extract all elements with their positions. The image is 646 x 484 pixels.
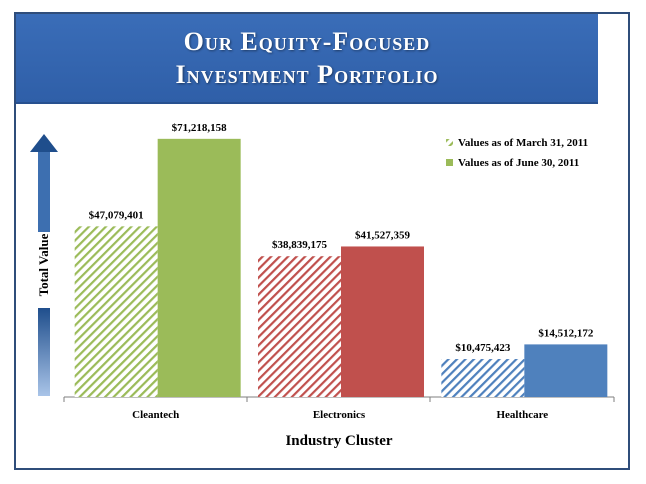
y-axis-label: Total Value — [36, 233, 51, 296]
title-line-1: Our Equity-Focused — [183, 27, 431, 56]
x-tick-label-electronics: Electronics — [313, 409, 366, 421]
data-label-electronics-march: $38,839,175 — [272, 239, 328, 251]
labels-group: $47,079,401 $71,218,158 Cleantech $38,839,1… — [89, 122, 594, 421]
bar-cleantech-june — [157, 138, 241, 398]
legend-swatch-june — [446, 159, 453, 166]
bars-group — [74, 138, 608, 398]
data-label-cleantech-march: $47,079,401 — [89, 209, 144, 221]
bar-electronics-june — [341, 246, 424, 397]
x-tick-label-healthcare: Healthcare — [496, 409, 548, 421]
legend-entry-march: Values as of March 31, 2011 — [458, 137, 588, 149]
y-axis-arrow-upper — [38, 152, 50, 232]
data-label-healthcare-june: $14,512,172 — [538, 327, 594, 339]
data-label-healthcare-march: $10,475,423 — [455, 342, 511, 354]
title-banner: Our Equity-Focused Investment Portfolio — [16, 14, 598, 104]
x-tick-label-cleantech: Cleantech — [132, 409, 179, 421]
bar-healthcare-march — [441, 359, 525, 397]
x-axis-label: Industry Cluster — [285, 433, 392, 449]
legend-entry-june: Values as of June 30, 2011 — [458, 157, 579, 169]
y-axis-arrow-head — [30, 134, 58, 152]
legend-swatch-march — [446, 139, 453, 146]
title-line-2: Investment Portfolio — [175, 60, 439, 89]
bar-electronics-march — [258, 256, 341, 397]
legend: Values as of March 31, 2011 Values as of… — [446, 137, 588, 169]
data-label-cleantech-june: $71,218,158 — [172, 122, 228, 134]
bar-cleantech-march — [74, 226, 158, 397]
bar-healthcare-june — [524, 344, 608, 397]
y-axis-arrow-lower — [38, 308, 50, 396]
data-label-electronics-june: $41,527,359 — [355, 229, 411, 241]
